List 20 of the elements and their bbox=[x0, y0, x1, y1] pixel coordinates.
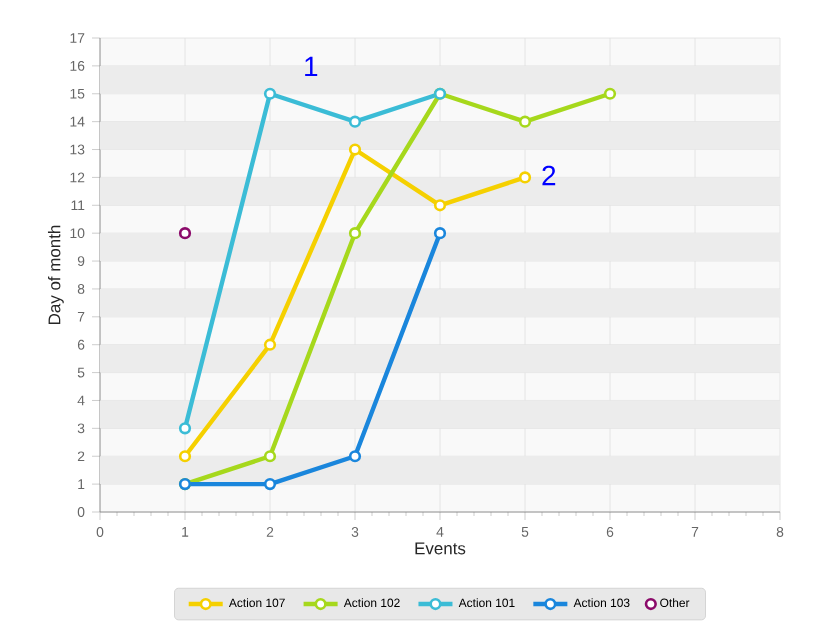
point bbox=[348, 115, 362, 128]
point bbox=[603, 87, 617, 100]
point bbox=[263, 478, 277, 491]
point bbox=[178, 227, 192, 240]
point bbox=[433, 199, 447, 212]
point bbox=[348, 143, 362, 156]
point bbox=[433, 227, 447, 240]
annotation: 2 bbox=[542, 165, 556, 186]
point bbox=[263, 338, 277, 351]
point bbox=[178, 450, 192, 463]
x-axis-title: Events bbox=[415, 542, 466, 555]
point bbox=[518, 115, 532, 128]
point bbox=[178, 422, 192, 435]
point bbox=[263, 450, 277, 463]
point bbox=[518, 171, 532, 184]
point bbox=[348, 450, 362, 463]
point bbox=[263, 87, 277, 100]
annotation: 1 bbox=[305, 56, 318, 77]
y-axis-title: Day of month bbox=[47, 225, 64, 324]
point bbox=[348, 227, 362, 240]
